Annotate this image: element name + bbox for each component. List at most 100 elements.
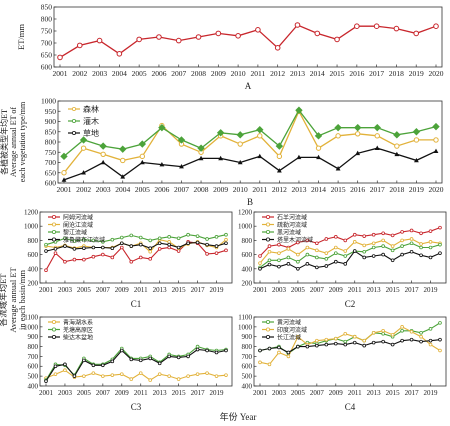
data-point xyxy=(129,244,134,248)
data-point xyxy=(277,264,281,269)
data-point xyxy=(315,241,319,246)
y-tick-label: 1100 xyxy=(238,313,252,321)
data-point xyxy=(438,251,442,255)
x-tick-label: 2007 xyxy=(96,286,111,294)
data-point xyxy=(275,142,284,150)
x-tick-label: 2005 xyxy=(132,69,147,78)
x-tick-label: 2015 xyxy=(386,286,401,294)
x-tick-label: 2019 xyxy=(424,389,439,397)
figure-x-label: 年份 Year xyxy=(220,411,257,422)
data-point xyxy=(296,252,300,257)
y-tick-label: 800 xyxy=(242,343,253,351)
x-tick-label: 2020 xyxy=(429,69,444,78)
y-tick-label: 1000 xyxy=(24,223,39,231)
legend-label: 羌塘高原区 xyxy=(63,326,93,334)
data-point xyxy=(101,252,105,257)
data-point xyxy=(157,241,162,246)
y-tick-label: 800 xyxy=(28,237,39,245)
data-point xyxy=(433,23,439,30)
legend-label: 疏勒河流域 xyxy=(277,221,307,229)
data-point xyxy=(374,145,380,150)
x-tick-label: 2017 xyxy=(405,286,420,294)
data-point xyxy=(400,328,404,333)
data-point xyxy=(296,266,300,271)
data-point xyxy=(276,153,283,160)
x-tick-label: 2007 xyxy=(96,389,111,397)
legend-marker xyxy=(72,130,77,135)
y-tick-label: 800 xyxy=(41,15,53,24)
data-point xyxy=(390,248,395,253)
data-point xyxy=(324,257,329,261)
data-point xyxy=(371,241,376,246)
data-point xyxy=(324,237,329,241)
data-point xyxy=(157,372,162,376)
data-point xyxy=(277,258,281,263)
data-point xyxy=(343,249,348,253)
plot-frame xyxy=(39,211,233,284)
data-point xyxy=(167,235,171,239)
data-point xyxy=(286,262,291,266)
data-point xyxy=(371,245,376,250)
x-tick-label: 2005 xyxy=(135,185,150,194)
data-point xyxy=(315,145,322,151)
plot-frame xyxy=(57,100,443,184)
x-tick-label: 2017 xyxy=(369,69,384,78)
data-point xyxy=(335,166,341,171)
data-point xyxy=(237,159,243,165)
data-point xyxy=(136,36,142,43)
legend-label: 黄河流域 xyxy=(277,318,301,326)
data-point xyxy=(148,356,153,361)
data-point xyxy=(195,240,200,245)
legend-label: 长江流域 xyxy=(277,333,301,341)
data-point xyxy=(110,246,115,251)
data-point xyxy=(343,331,348,336)
data-point xyxy=(186,354,190,359)
y-axis-label-en1: Average annual ET of xyxy=(9,107,18,177)
x-tick-label: 2003 xyxy=(58,389,73,397)
data-point xyxy=(110,255,115,260)
data-point xyxy=(138,235,143,240)
data-point xyxy=(381,252,385,257)
legend-marker xyxy=(52,214,57,219)
x-tick-label: 2013 xyxy=(291,185,306,194)
x-tick-label: 2012 xyxy=(272,185,287,194)
series-line-1 xyxy=(45,345,227,381)
x-tick-label: 2014 xyxy=(311,185,326,194)
x-tick-label: 2009 xyxy=(329,286,344,294)
data-point xyxy=(274,45,281,51)
legend-marker xyxy=(265,237,270,242)
data-point xyxy=(255,27,261,33)
legend-marker xyxy=(52,327,57,332)
legend-label: 印度河流域 xyxy=(277,326,307,334)
data-point xyxy=(315,265,319,270)
y-tick-label: 600 xyxy=(28,363,39,371)
x-tick-label: 2013 xyxy=(153,286,168,294)
data-point xyxy=(61,177,67,182)
x-tick-label: 2015 xyxy=(386,389,401,397)
x-tick-label: 2001 xyxy=(39,389,54,397)
data-point xyxy=(129,357,134,362)
x-tick-label: 2018 xyxy=(389,69,404,78)
data-point xyxy=(438,225,442,230)
data-point xyxy=(197,144,205,152)
data-point xyxy=(316,154,321,160)
data-point xyxy=(362,338,367,343)
x-tick-label: 2020 xyxy=(429,185,444,194)
data-point xyxy=(148,238,153,243)
data-point xyxy=(258,254,262,258)
x-tick-label: 2016 xyxy=(349,69,364,78)
x-tick-label: 2012 xyxy=(270,69,285,78)
data-point xyxy=(438,337,442,342)
data-point xyxy=(352,340,357,345)
y-tick-label: 950 xyxy=(45,107,57,116)
x-tick-label: 2007 xyxy=(174,185,189,194)
y-tick-label: 800 xyxy=(242,237,253,245)
data-point xyxy=(53,247,58,251)
x-tick-label: 2019 xyxy=(409,185,424,194)
data-point xyxy=(80,145,87,151)
x-tick-label: 2003 xyxy=(92,69,107,78)
data-point xyxy=(433,137,439,143)
